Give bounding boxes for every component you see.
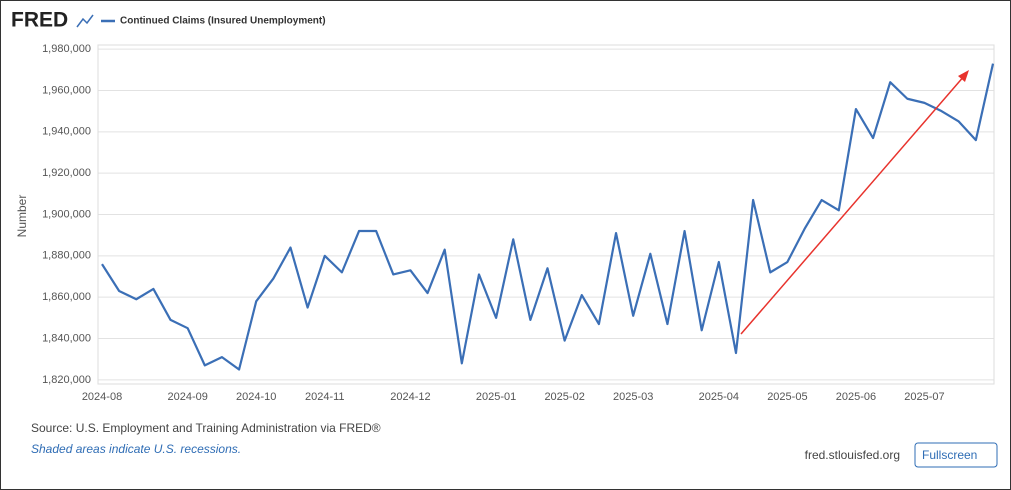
x-tick-label: 2025-01 [476, 391, 516, 403]
legend-label: Continued Claims (Insured Unemployment) [120, 16, 326, 27]
logo-icon [76, 14, 94, 28]
arrow-head [958, 70, 969, 82]
site-link[interactable]: fred.stlouisfed.org [805, 448, 900, 462]
series-line [101, 63, 995, 371]
x-tick-label: 2025-07 [904, 391, 944, 403]
trend-arrow [740, 74, 966, 335]
y-tick-label: 1,920,000 [42, 167, 91, 179]
x-tick-label: 2025-03 [613, 391, 653, 403]
y-axis-label: Number [15, 195, 29, 238]
x-tick-label: 2024-08 [82, 391, 122, 403]
y-tick-label: 1,880,000 [42, 250, 91, 262]
x-tick-label: 2024-12 [390, 391, 430, 403]
x-tick-label: 2024-10 [236, 391, 276, 403]
fullscreen-button[interactable] [914, 442, 998, 468]
x-tick-label: 2024-09 [167, 391, 207, 403]
source: Source: U.S. Employment and Training Adm… [31, 421, 381, 435]
y-tick-label: 1,900,000 [42, 208, 91, 220]
x-tick-label: 2025-06 [836, 391, 876, 403]
x-tick-label: 2024-11 [305, 391, 345, 403]
y-tick-label: 1,960,000 [42, 84, 91, 96]
y-tick-label: 1,820,000 [42, 374, 91, 386]
fullscreen-label[interactable]: Fullscreen [922, 448, 977, 462]
recession-note: Shaded areas indicate U.S. recessions. [31, 442, 241, 456]
x-tick-label: 2025-05 [767, 391, 807, 403]
x-tick-label: 2025-02 [544, 391, 584, 403]
logo: FRED [11, 9, 68, 32]
y-tick-label: 1,980,000 [42, 43, 91, 55]
x-tick-label: 2025-04 [699, 391, 739, 403]
y-tick-label: 1,840,000 [42, 332, 91, 344]
y-tick-label: 1,940,000 [42, 126, 91, 138]
plot-frame [97, 44, 995, 385]
y-tick-label: 1,860,000 [42, 291, 91, 303]
